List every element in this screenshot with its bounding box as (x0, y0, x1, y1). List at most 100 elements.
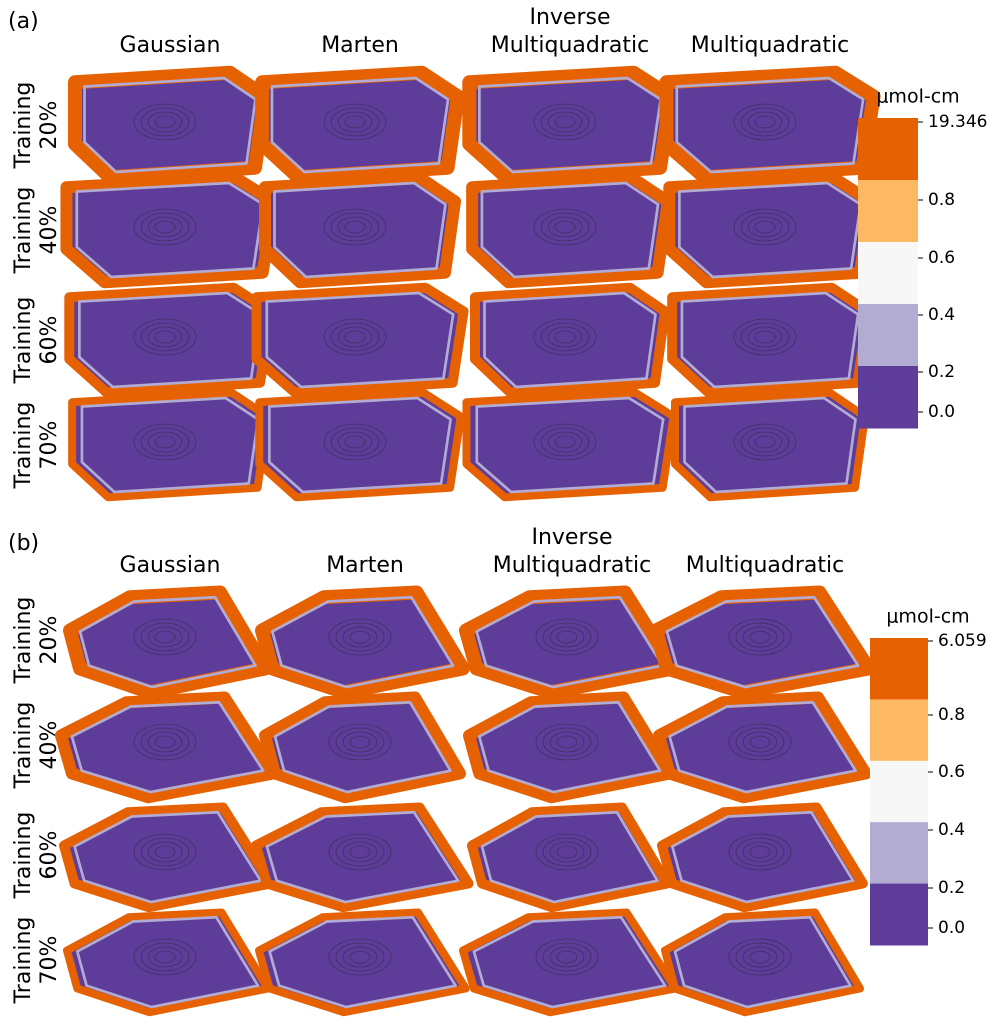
surface-plot (472, 808, 667, 908)
colorbar-unit: μmol-cm (876, 86, 959, 108)
column-title: Marten (326, 553, 404, 578)
colorbar-band (870, 822, 928, 884)
surface-edge (662, 808, 863, 908)
surface-plot (265, 698, 460, 798)
surface-edge (256, 808, 469, 908)
surface-plot (475, 288, 665, 393)
colorbar-band (870, 699, 928, 761)
surface-edge (259, 913, 466, 1013)
colorbar-band (870, 761, 928, 823)
surface-plot (672, 288, 868, 393)
colorbar-tick-label: 19.346 (928, 112, 987, 132)
colorbar-tick-label: 0.4 (938, 820, 965, 840)
colorbar-tick-label: 0.6 (938, 762, 965, 782)
surface-plot (472, 178, 668, 283)
surface-edge (262, 593, 463, 693)
surface-plot (256, 808, 469, 908)
row-title: 70% (37, 421, 62, 470)
surface-plot (67, 913, 268, 1013)
column-title: Multiquadratic (491, 33, 650, 58)
colorbar-band (858, 304, 918, 367)
surface-plot (662, 808, 863, 908)
colorbar-tick-label: 0.8 (928, 190, 955, 210)
surface-plot (262, 73, 458, 178)
surface-edge (466, 593, 673, 693)
surface-edge (61, 698, 274, 798)
surface-plot (259, 913, 466, 1013)
surface-edge (665, 913, 860, 1013)
surface-edge (656, 593, 869, 693)
surface-edge (463, 913, 676, 1013)
surface-plot (72, 393, 268, 498)
surface-plot (66, 178, 273, 283)
colorbar-tick-label: 0.0 (928, 402, 955, 422)
surface-plot (469, 698, 670, 798)
column-title: Multiquadratic (691, 33, 850, 58)
surface-edge (67, 913, 268, 1013)
colorbar-tick-label: 0.2 (938, 878, 965, 898)
surface-plot (262, 593, 463, 693)
surface-plot (675, 393, 865, 498)
row-title: 70% (37, 936, 62, 985)
surface-plot (256, 288, 463, 393)
surface-plot (656, 593, 869, 693)
colorbar-band (870, 884, 928, 946)
row-title: Training (11, 812, 36, 900)
surface-plot (466, 593, 673, 693)
panel-label: (b) (8, 531, 39, 556)
surface-plot (466, 393, 673, 498)
surface-edge (70, 593, 265, 693)
surface-edge (64, 808, 271, 908)
row-title: Training (11, 82, 36, 170)
row-title: Training (11, 187, 36, 275)
column-title: Multiquadratic (686, 553, 845, 578)
colorbar-band (870, 638, 928, 700)
colorbar-unit: μmol-cm (886, 606, 969, 628)
colorbar-tick-label: 0.4 (928, 305, 955, 325)
colorbar-band (858, 118, 918, 181)
surface-plot (669, 178, 870, 283)
colorbar-band (858, 242, 918, 305)
row-title: 40% (37, 206, 62, 255)
surface-edge (265, 698, 460, 798)
row-title: 20% (37, 101, 62, 150)
column-title: Inverse (529, 5, 610, 30)
row-title: Training (11, 297, 36, 385)
colorbar-band (858, 180, 918, 243)
column-title: Inverse (531, 525, 612, 550)
colorbar-tick-label: 0.6 (928, 248, 955, 268)
surface-plot (70, 593, 265, 693)
surface-plot (666, 73, 873, 178)
row-title: Training (11, 702, 36, 790)
colorbar-tick-label: 6.059 (938, 631, 987, 651)
surface-plot (259, 393, 460, 498)
row-title: 60% (37, 316, 62, 365)
row-title: Training (11, 917, 36, 1005)
colorbar-tick-label: 0.8 (938, 705, 965, 725)
surface-plot (265, 178, 455, 283)
surface-plot (61, 698, 274, 798)
surface-plot (659, 698, 866, 798)
colorbar-tick-label: 0.0 (938, 918, 965, 938)
surface-plot (463, 913, 676, 1013)
panel-label: (a) (8, 9, 39, 34)
surface-edge (472, 808, 667, 908)
row-title: 20% (37, 616, 62, 665)
surface-edge (469, 698, 670, 798)
column-title: Gaussian (120, 553, 221, 578)
row-title: Training (11, 402, 36, 490)
surface-plot (469, 73, 670, 178)
colorbar-tick-label: 0.2 (928, 362, 955, 382)
surface-edge (659, 698, 866, 798)
figure: (a) Gaussian Marten Inverse Multiquadratic Mu… (0, 0, 1004, 1025)
column-title: Multiquadratic (493, 553, 652, 578)
surface-plot (64, 808, 271, 908)
column-title: Gaussian (120, 33, 221, 58)
colorbar-band (858, 366, 918, 429)
surface-plot (69, 288, 270, 393)
column-title: Marten (321, 33, 399, 58)
row-title: Training (11, 597, 36, 685)
surface-plot (665, 913, 860, 1013)
row-title: 60% (37, 831, 62, 880)
surface-plot (75, 73, 265, 178)
